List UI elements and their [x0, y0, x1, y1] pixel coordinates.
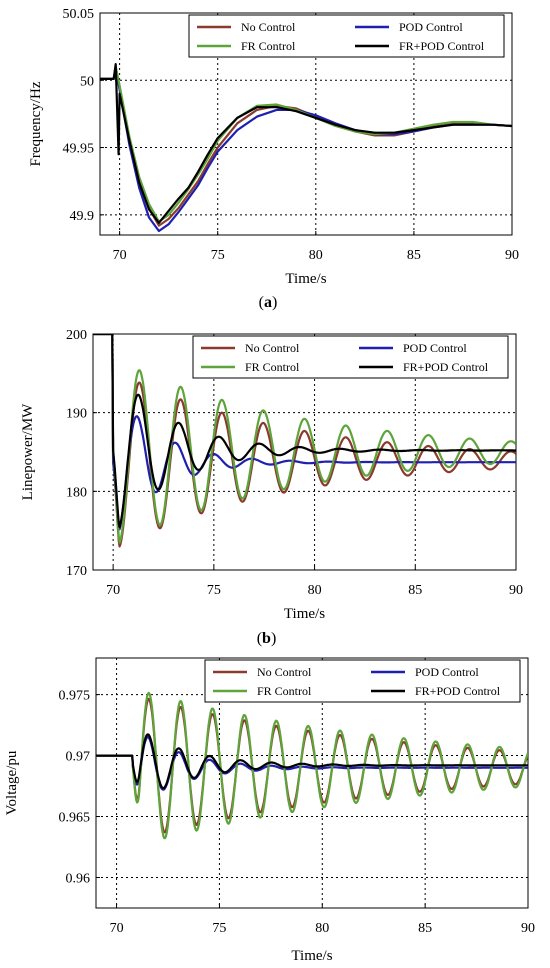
y-tick-label: 170 — [66, 564, 87, 579]
y-tick-label: 49.95 — [63, 142, 95, 157]
x-tick-label: 90 — [521, 921, 535, 936]
legend-label: POD Control — [399, 20, 463, 34]
y-axis-label: Voltage/pu — [4, 750, 20, 815]
y-tick-label: 50 — [80, 74, 94, 89]
x-tick-label: 85 — [408, 583, 422, 598]
legend: No Control POD Control FR Control FR+POD Co… — [192, 335, 509, 379]
series-group — [100, 62, 512, 233]
x-tick-label: 80 — [309, 248, 323, 263]
chart-panel-2: 70 75 80 85 90 170 180 190 200 Time/s Linepower/MW… — [20, 328, 523, 647]
legend: No Control POD Control FR Control FR+POD Co… — [188, 14, 505, 58]
x-tick-label: 75 — [207, 583, 221, 598]
y-tick-label: 50.05 — [63, 7, 95, 22]
legend-label: FR+POD Control — [415, 684, 501, 698]
legend-label: FR Control — [245, 360, 300, 374]
legend-label: POD Control — [403, 341, 467, 355]
y-tick-label: 49.9 — [70, 209, 95, 224]
y-tick-label: 0.96 — [66, 872, 91, 887]
legend-label: No Control — [257, 665, 312, 679]
y-tick-label: 200 — [66, 328, 87, 343]
legend: No Control POD Control FR Control FR+POD Co… — [204, 659, 521, 703]
x-tick-label: 70 — [110, 921, 124, 936]
y-tick-label: 180 — [66, 485, 87, 500]
legend-box — [192, 335, 509, 379]
x-tick-label: 80 — [315, 921, 329, 936]
x-tick-label: 90 — [509, 583, 523, 598]
series-line-fr-pod-control — [100, 62, 512, 224]
legend-label: No Control — [245, 341, 300, 355]
legend-label: FR+POD Control — [403, 360, 489, 374]
x-axis-label: Time/s — [285, 271, 326, 287]
legend-label: No Control — [241, 20, 296, 34]
legend-label: FR Control — [241, 39, 296, 53]
y-axis-label: Linepower/MW — [20, 403, 36, 500]
y-axis-label: Frequency/Hz — [28, 81, 44, 166]
x-tick-label: 70 — [106, 583, 120, 598]
legend-box — [188, 14, 505, 58]
x-tick-label: 70 — [113, 248, 127, 263]
series-line-fr-pod-control — [96, 733, 528, 790]
legend-label: FR Control — [257, 684, 312, 698]
legend-label: FR+POD Control — [399, 39, 485, 53]
legend-box — [204, 659, 521, 703]
series-line-fr-control — [93, 334, 516, 544]
legend-label: POD Control — [415, 665, 479, 679]
y-tick-label: 0.975 — [59, 689, 91, 704]
series-group — [93, 334, 516, 548]
y-tick-label: 0.97 — [66, 750, 91, 765]
x-tick-label: 75 — [212, 921, 226, 936]
y-tick-label: 190 — [66, 407, 87, 422]
x-tick-label: 85 — [418, 921, 432, 936]
x-tick-label: 90 — [505, 248, 519, 263]
series-line-fr-pod-control — [93, 334, 516, 529]
series-line-fr-control — [96, 691, 528, 840]
panel-label: (b) — [257, 630, 277, 647]
x-axis-label: Time/s — [284, 606, 325, 622]
chart-panel-3: 70 75 80 85 90 0.96 0.965 0.97 0.975 Time/s Voltag… — [4, 657, 535, 964]
y-tick-label: 0.965 — [59, 811, 91, 826]
x-tick-label: 75 — [211, 248, 225, 263]
x-axis-label: Time/s — [291, 948, 332, 964]
series-group — [96, 691, 528, 840]
x-tick-label: 80 — [308, 583, 322, 598]
panel-label: (a) — [259, 294, 278, 311]
x-tick-label: 85 — [407, 248, 421, 263]
chart-panel-1: 70 75 80 85 90 49.9 49.95 50 50.05 Time/s Frequenc… — [28, 7, 519, 311]
